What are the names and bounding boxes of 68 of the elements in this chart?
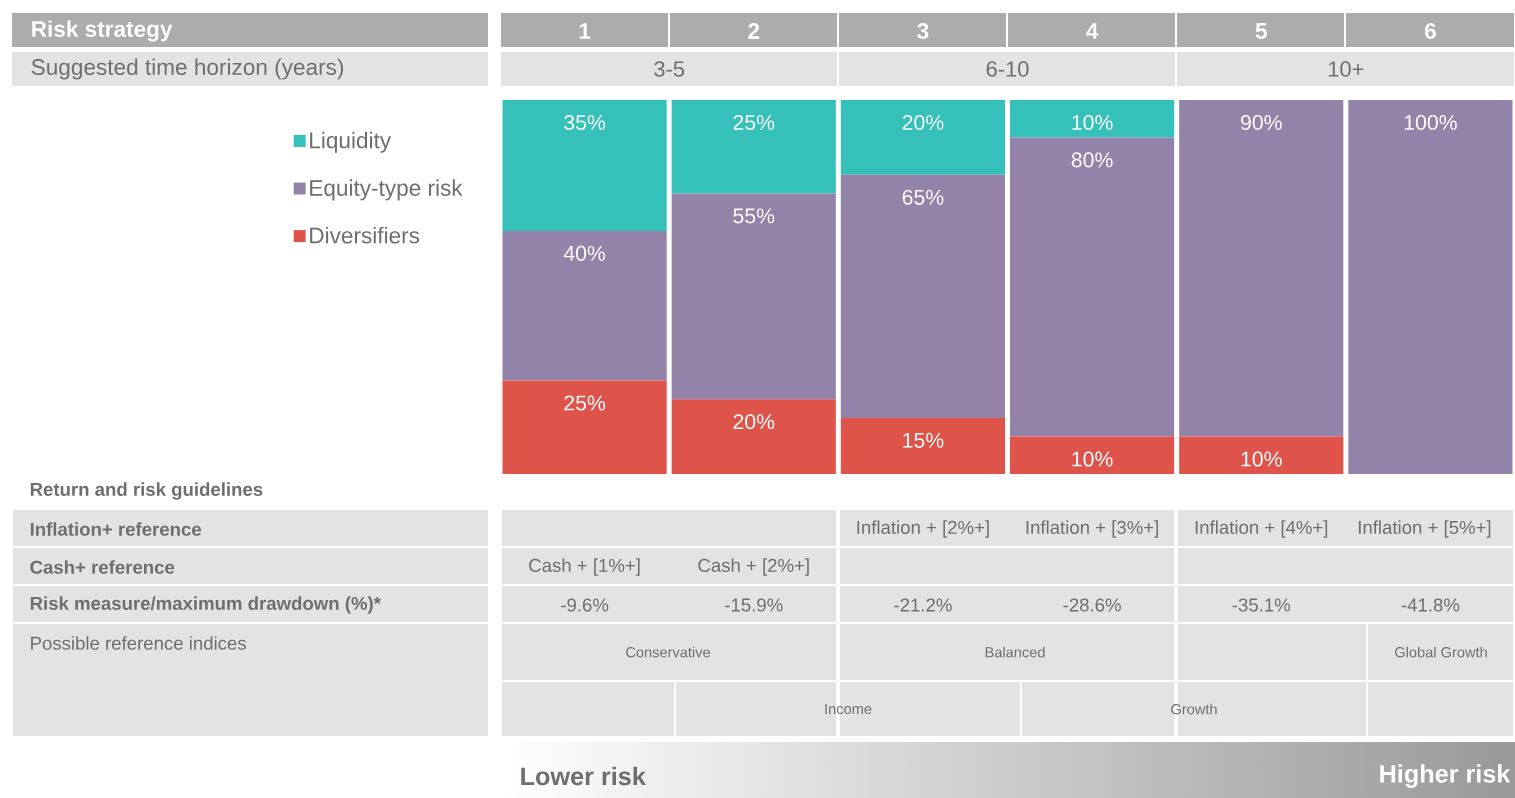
text: 3-5	[654, 61, 685, 77]
bar	[502, 380, 667, 475]
text: Inflation+ reference	[30, 522, 202, 536]
bar	[840, 174, 1006, 418]
data-label: 10%	[1072, 451, 1113, 467]
text: Return and risk guidelines	[30, 482, 263, 500]
x-tick-label: 2	[748, 23, 760, 39]
text: Conservative	[626, 646, 710, 658]
text: Cash+ reference	[30, 560, 175, 574]
text: -28.6%	[1063, 598, 1121, 612]
bar	[840, 100, 1006, 175]
text: Inflation + [3%+]	[1026, 520, 1158, 538]
text: Lower risk	[521, 766, 646, 786]
legend-label: Equity-type risk	[310, 179, 463, 201]
data-label: 25%	[733, 114, 775, 130]
text: Higher risk	[1380, 764, 1511, 788]
text: Possible reference indices	[31, 636, 246, 650]
data-label: 10%	[1072, 114, 1113, 130]
bar	[1179, 100, 1344, 437]
bar	[671, 100, 836, 194]
data-label: 100%	[1404, 114, 1457, 130]
text: Cash + [1%+]	[529, 558, 640, 576]
text: Inflation + [2%+]	[857, 520, 989, 538]
text: Income	[825, 703, 872, 715]
data-label: 90%	[1240, 114, 1282, 130]
bar	[1010, 436, 1175, 475]
text: -21.2%	[894, 598, 952, 612]
text: Balanced	[985, 646, 1045, 658]
text: Risk strategy	[32, 20, 173, 42]
text: Inflation + [4%+]	[1195, 520, 1328, 538]
x-tick-label: 6	[1424, 23, 1436, 39]
bar	[1179, 436, 1344, 475]
data-label: 55%	[733, 208, 775, 224]
legend-label: Diversifiers	[310, 226, 420, 244]
data-label: 25%	[564, 395, 606, 411]
bar	[502, 230, 667, 381]
bar	[671, 399, 836, 475]
data-label: 20%	[902, 114, 944, 130]
data-label: 15%	[903, 432, 944, 448]
data-label: 40%	[563, 245, 606, 261]
bar	[671, 193, 836, 400]
text: -41.8%	[1401, 598, 1460, 612]
data-label: 10%	[1241, 451, 1282, 467]
text: -15.9%	[725, 598, 783, 612]
bar	[1010, 137, 1175, 437]
data-label: 20%	[733, 414, 775, 430]
bar	[1348, 100, 1513, 475]
text: -9.6%	[561, 598, 609, 612]
legend-label: Liquidity	[310, 131, 392, 153]
data-label: 65%	[902, 189, 944, 205]
text: 6-10	[986, 61, 1029, 77]
bar	[840, 417, 1006, 475]
bar	[502, 100, 667, 231]
bar	[1010, 100, 1175, 138]
text: Cash + [2%+]	[698, 558, 809, 576]
text: Growth	[1171, 703, 1217, 715]
text: Global Growth	[1395, 646, 1487, 658]
text: 10+	[1328, 61, 1364, 77]
text: Risk measure/maximum drawdown (%)*	[30, 596, 381, 614]
x-tick-label: 5	[1255, 23, 1267, 39]
text: Inflation + [5%+]	[1358, 520, 1491, 538]
x-tick-label: 3	[917, 22, 929, 40]
data-label: 80%	[1071, 152, 1113, 168]
x-tick-label: 1	[579, 23, 591, 39]
text: Suggested time horizon (years)	[31, 58, 344, 80]
data-label: 35%	[564, 114, 606, 130]
text: -35.1%	[1232, 598, 1291, 612]
x-tick-label: 4	[1086, 23, 1099, 39]
